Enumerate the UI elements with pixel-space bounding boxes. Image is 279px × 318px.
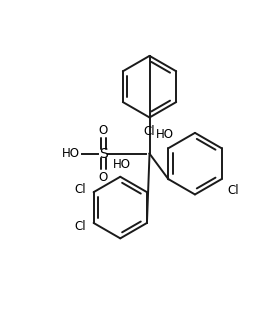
Text: Cl: Cl: [74, 183, 86, 196]
Text: Cl: Cl: [74, 219, 86, 232]
Text: HO: HO: [62, 147, 80, 160]
Text: Cl: Cl: [144, 125, 155, 138]
Text: S: S: [99, 147, 108, 161]
Text: Cl: Cl: [228, 184, 239, 197]
Text: O: O: [99, 124, 108, 137]
Text: HO: HO: [113, 158, 131, 170]
Text: HO: HO: [156, 128, 174, 141]
Text: O: O: [99, 170, 108, 183]
